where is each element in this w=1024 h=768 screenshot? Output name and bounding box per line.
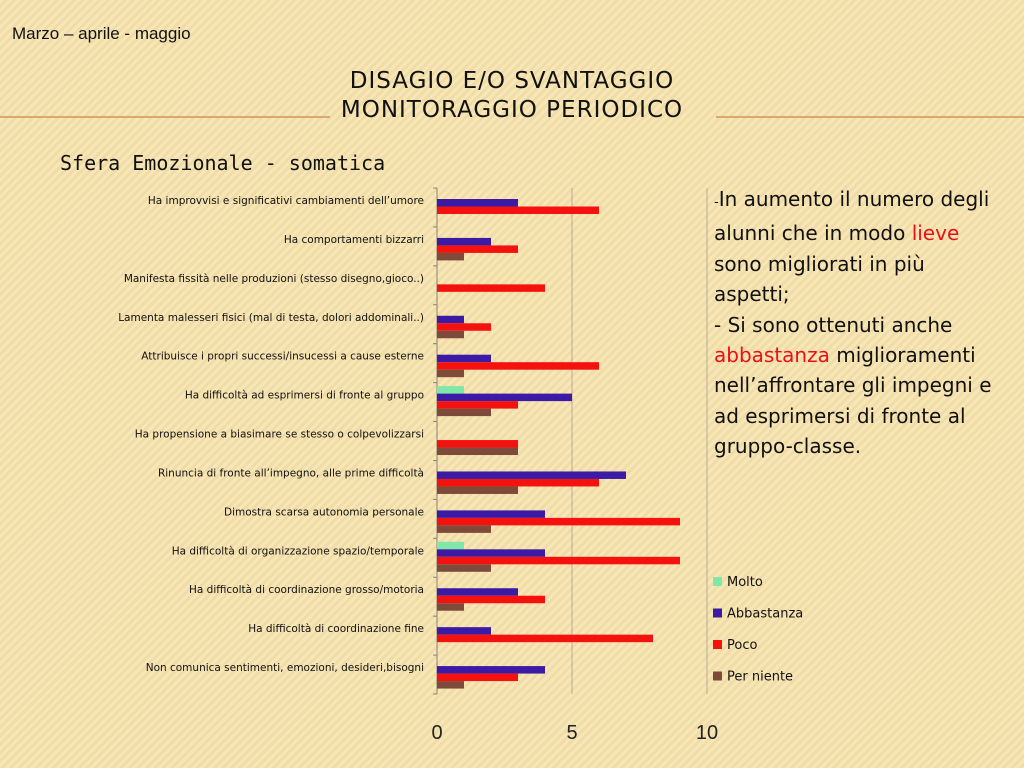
category-label: Manifesta fissità nelle produzioni (stes… [124,273,424,285]
bar [437,673,518,682]
bar [437,564,491,572]
legend-label: Molto [727,575,763,590]
bar [437,393,572,402]
bar [437,362,599,370]
legend-swatch [713,640,722,649]
legend-swatch [713,577,722,586]
category-label: Ha propensione a biasimare se stesso o c… [135,429,424,441]
bar [437,284,545,292]
notes-text: -In aumento il numero degli alunni che i… [714,184,1004,462]
bar [437,369,464,378]
bar [437,556,680,565]
category-label: Dimostra scarsa autonomia personale [224,506,424,518]
bar [437,315,464,324]
bar [437,588,518,596]
bar [437,252,464,261]
notes-dash: - [714,195,719,210]
legend-label: Poco [727,638,757,653]
category-label: Ha difficoltà di coordinazione fine [248,623,424,635]
chart-subtitle: Sfera Emozionale - somatica [60,151,386,175]
notes-p2-b: miglioramenti nell’affrontare gli impegn… [714,343,992,459]
bar [437,447,518,456]
bar [437,471,626,479]
x-tick-label: 5 [566,722,577,744]
bar [437,666,545,674]
bar [437,681,464,689]
bar [437,510,545,518]
bar [437,354,491,363]
x-tick-label: 10 [696,722,718,744]
category-label: Lamenta malesseri fisici (mal di testa, … [118,312,424,324]
page-title-line2: MONITORAGGIO PERIODICO [340,97,684,123]
notes-p2-highlight: abbastanza [714,343,830,368]
bar [437,595,545,604]
legend-swatch [713,608,722,618]
category-label: Non comunica sentimenti, emozioni, desid… [146,662,424,674]
category-label: Ha difficoltà di organizzazione spazio/t… [172,545,424,557]
category-label: Ha improvvisi e significativi cambiament… [148,195,424,207]
bar [437,517,680,526]
category-label: Rinuncia di fronte all’impegno, alle pri… [158,467,424,479]
bar [437,323,491,331]
bar [437,245,518,253]
bar [437,486,518,494]
notes-p2-a: - Si sono ottenuti anche [714,312,953,337]
bar [437,330,464,339]
page-title: DISAGIO E/O SVANTAGGIO [349,68,675,94]
category-label: Ha difficoltà di coordinazione grosso/mo… [189,584,424,596]
category-label: Attribuisce i propri successi/insucessi … [141,351,424,363]
legend-label: Abbastanza [727,607,803,622]
bar [437,525,491,533]
date-range: Marzo – aprile - maggio [12,24,191,43]
bar [437,206,599,214]
legend-swatch [713,671,722,681]
notes-p1-highlight: lieve [911,221,960,246]
category-label: Ha difficoltà ad esprimersi di fronte al… [185,390,424,402]
title-rule-left [0,116,330,118]
bar [437,408,491,417]
bar [437,541,464,550]
bar [437,549,545,557]
title-rule-right [716,116,1024,118]
bar [437,237,491,246]
bar [437,634,653,643]
bar [437,603,464,611]
bar [437,627,491,635]
notes-p1-b: sono migliorati in più aspetti; [714,251,925,307]
bar [437,386,464,394]
bar [437,478,599,487]
bar [437,199,518,207]
legend-label: Per niente [727,670,793,685]
category-label: Ha comportamenti bizzarri [284,234,424,246]
x-tick-label: 0 [431,722,442,744]
bar [437,401,518,409]
notes-p1-a: In aumento il numero degli alunni che in… [714,187,990,246]
bar [437,440,518,448]
